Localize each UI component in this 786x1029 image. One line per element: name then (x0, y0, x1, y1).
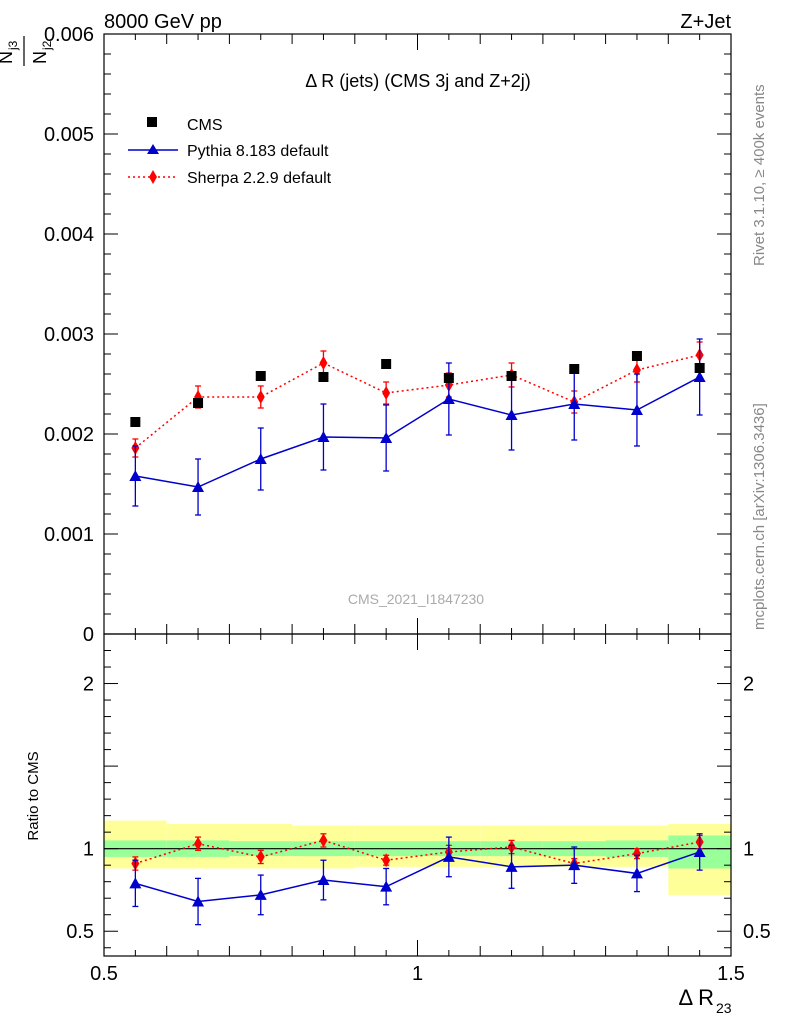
main-axes: 0 0.001 0.002 0.003 0.004 0.005 0.006 (44, 24, 732, 646)
x-axis-label: Δ R (679, 985, 714, 1010)
ratio-pythia-line (135, 851, 700, 903)
cms-data-point (255, 371, 266, 381)
ratio-pythia-point (630, 867, 643, 879)
ratio-x-tick-label: 1 (412, 963, 423, 985)
main-y-tick-label: 0.001 (44, 524, 94, 546)
sherpa-point (256, 390, 265, 404)
pythia-point (317, 431, 330, 442)
main-series (129, 338, 706, 516)
ratio-sherpa-point (256, 849, 265, 864)
legend-sherpa-marker (149, 170, 157, 184)
ratio-x-tick-label: 0.5 (90, 963, 118, 985)
legend-cms-label: CMS (187, 117, 223, 134)
ratio-y-tick-label: 2 (743, 674, 754, 696)
ratio-pythia-point (380, 880, 393, 892)
pythia-point (693, 371, 706, 382)
ratio-sherpa-point (382, 853, 391, 868)
sherpa-point (319, 356, 328, 370)
cms-data-point (694, 363, 705, 373)
legend: CMS Pythia 8.183 default Sherpa 2.2.9 de… (128, 117, 332, 187)
legend-pythia-marker (147, 144, 159, 154)
pythia-point (442, 393, 455, 404)
rivet-label: Rivet 3.1.10, ≥ 400k events (751, 84, 768, 266)
ratio-y-tick-label: 1 (743, 839, 754, 861)
legend-cms-marker (147, 117, 157, 127)
main-y-tick-label: 0.006 (44, 24, 94, 46)
sherpa-line (134, 354, 700, 449)
ratio-pythia-point (254, 888, 267, 900)
ratio-y-label: Ratio to CMS (25, 751, 42, 840)
x-axis-label-sub: 23 (716, 1000, 732, 1016)
pythia-point (254, 453, 267, 464)
y-axis-label: N j3 N j2 (0, 36, 54, 66)
ratio-y-tick-label: 1 (83, 839, 94, 861)
cms-data-point (631, 351, 642, 361)
ratio-pythia-point (317, 874, 330, 886)
ratio-sherpa-point (194, 836, 203, 851)
cms-data-point (193, 398, 204, 408)
ratio-pythia-point (442, 850, 455, 862)
ratio-y-tick-label: 0.5 (743, 921, 771, 943)
main-y-tick-label: 0 (83, 624, 94, 646)
y-label-numerator: N (0, 51, 16, 64)
ratio-pythia-point (129, 877, 142, 889)
ratio-pythia-point (693, 845, 706, 857)
analysis-watermark: CMS_2021_I1847230 (348, 591, 484, 607)
pythia-point (192, 481, 205, 492)
cms-data-point (506, 371, 517, 381)
cms-data-point (130, 417, 141, 427)
ratio-pythia-point (505, 860, 518, 872)
plot-title: Δ R (jets) (CMS 3j and Z+2j) (305, 71, 531, 91)
sherpa-point (382, 386, 391, 400)
main-y-tick-label: 0.003 (44, 324, 94, 346)
legend-pythia-label: Pythia 8.183 default (187, 143, 329, 160)
y-label-denominator: N (30, 51, 50, 64)
ratio-pythia-point (568, 859, 581, 871)
header-left-label: 8000 GeV pp (104, 11, 222, 33)
cms-data-point (381, 359, 392, 369)
ratio-y-tick-label: 2 (83, 674, 94, 696)
header-right-label: Z+Jet (680, 11, 731, 33)
pythia-point (568, 398, 581, 409)
ratio-pythia-point (192, 895, 205, 907)
pythia-line (135, 376, 700, 488)
cms-data-point (443, 373, 454, 383)
cms-data-point (569, 364, 580, 374)
y-label-numerator-sub: j3 (6, 40, 20, 51)
pythia-point (129, 470, 142, 481)
ratio-x-tick-label: 1.5 (717, 963, 745, 985)
main-y-tick-label: 0.002 (44, 424, 94, 446)
mcplots-label: mcplots.cern.ch [arXiv:1306.3436] (751, 403, 768, 630)
legend-sherpa-label: Sherpa 2.2.9 default (187, 170, 332, 187)
ratio-series (129, 833, 706, 926)
cms-data-point (318, 372, 329, 382)
ratio-sherpa-point (632, 846, 641, 861)
pythia-point (380, 432, 393, 443)
pythia-point (630, 404, 643, 415)
ratio-axes: 0.5 1 1.5 0.5 0.5 1 1 2 2 (66, 633, 771, 985)
main-y-tick-label: 0.004 (44, 224, 94, 246)
main-y-tick-label: 0.005 (44, 124, 94, 146)
ratio-sherpa-point (319, 833, 328, 848)
ratio-y-tick-label: 0.5 (66, 921, 94, 943)
y-label-denominator-sub: j2 (40, 40, 54, 51)
pythia-point (505, 409, 518, 420)
